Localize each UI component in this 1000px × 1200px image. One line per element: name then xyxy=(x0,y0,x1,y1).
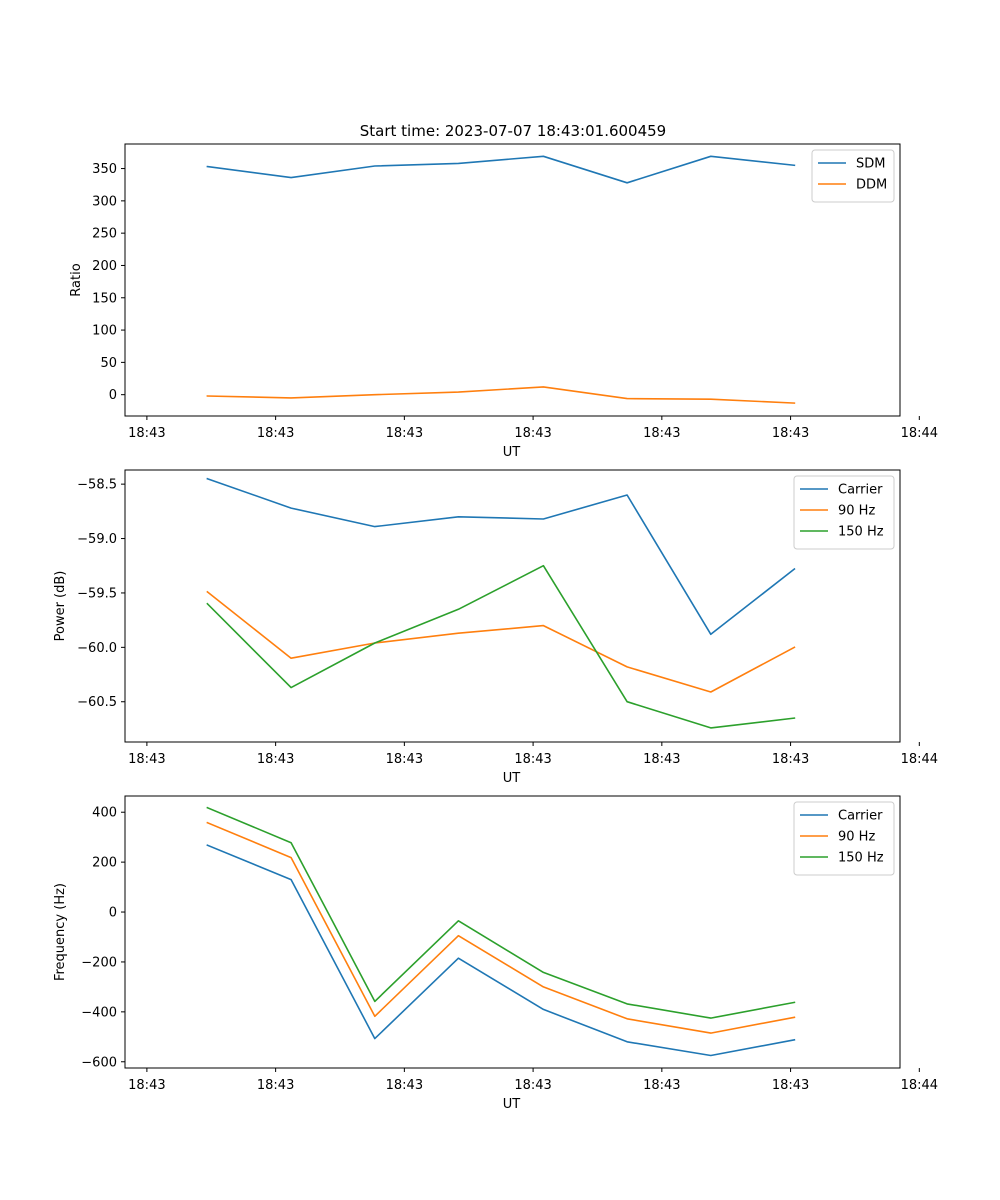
x-tick-label: 18:43 xyxy=(772,426,809,441)
x-tick-label: 18:43 xyxy=(772,752,809,767)
legend-label: 90 Hz xyxy=(838,504,875,519)
y-axis-label: Power (dB) xyxy=(53,571,68,642)
x-tick-label: 18:43 xyxy=(514,1078,551,1093)
legend-label: SDM xyxy=(856,157,885,172)
series-line-90-hz xyxy=(206,590,796,693)
y-tick-label: 0 xyxy=(109,906,117,921)
legend-label: 150 Hz xyxy=(838,525,884,540)
axes-frame xyxy=(124,795,901,1069)
y-tick-label: 400 xyxy=(92,806,117,821)
x-tick-label: 18:44 xyxy=(901,1078,938,1093)
x-axis-label: UT xyxy=(503,445,521,460)
legend-label: Carrier xyxy=(838,809,883,824)
legend-label: 150 Hz xyxy=(838,851,884,866)
chart-panel-1: 18:43 18:43 18:43 18:43 18:43 18:43 18:44 0 50 10… xyxy=(69,143,938,460)
chart-panel-2: 18:43 18:43 18:43 18:43 18:43 18:43 18:44 −60.5… xyxy=(53,469,938,786)
y-tick-label: 0 xyxy=(109,388,117,403)
x-tick-label: 18:43 xyxy=(514,752,551,767)
y-tick-label: −400 xyxy=(81,1005,117,1020)
x-tick-label: 18:43 xyxy=(128,752,165,767)
x-tick-label: 18:43 xyxy=(386,426,423,441)
legend: Carrier 90 Hz 150 Hz xyxy=(793,801,895,876)
series-line-150-hz xyxy=(206,806,796,1019)
x-tick-label: 18:43 xyxy=(514,426,551,441)
y-tick-label: 150 xyxy=(92,291,117,306)
series-line-ddm xyxy=(206,386,796,404)
y-tick-label: −59.0 xyxy=(77,532,117,547)
x-axis-label: UT xyxy=(503,1097,521,1112)
x-tick-label: 18:43 xyxy=(386,1078,423,1093)
legend-label: DDM xyxy=(856,178,887,193)
chart-title: Start time: 2023-07-07 18:43:01.600459 xyxy=(360,122,666,140)
series-line-150-hz xyxy=(206,564,796,729)
legend: Carrier 90 Hz 150 Hz xyxy=(793,475,895,550)
y-tick-label: −600 xyxy=(81,1055,117,1070)
x-tick-label: 18:43 xyxy=(128,1078,165,1093)
y-tick-label: 250 xyxy=(92,227,117,242)
y-tick-label: −60.5 xyxy=(77,695,117,710)
y-tick-label: −58.5 xyxy=(77,478,117,493)
x-tick-label: 18:43 xyxy=(257,426,294,441)
x-tick-label: 18:43 xyxy=(257,752,294,767)
series-line-carrier xyxy=(206,844,796,1057)
series-line-sdm xyxy=(206,155,796,184)
x-tick-label: 18:43 xyxy=(386,752,423,767)
y-axis-label: Frequency (Hz) xyxy=(53,883,68,981)
series-line-carrier xyxy=(206,477,796,636)
x-tick-label: 18:43 xyxy=(128,426,165,441)
chart-panels: 18:43 18:43 18:43 18:43 18:43 18:43 18:44 0 50 10… xyxy=(53,143,938,1112)
y-tick-label: −60.0 xyxy=(77,641,117,656)
legend-label: Carrier xyxy=(838,483,883,498)
x-tick-label: 18:43 xyxy=(772,1078,809,1093)
chart-panel-3: 18:43 18:43 18:43 18:43 18:43 18:43 18:44 −600 −… xyxy=(53,795,938,1112)
y-axis-label: Ratio xyxy=(69,263,84,296)
x-tick-label: 18:43 xyxy=(643,1078,680,1093)
y-tick-label: −59.5 xyxy=(77,586,117,601)
x-tick-label: 18:43 xyxy=(643,752,680,767)
y-tick-label: 300 xyxy=(92,194,117,209)
x-tick-label: 18:43 xyxy=(257,1078,294,1093)
x-axis-label: UT xyxy=(503,771,521,786)
y-tick-label: −200 xyxy=(81,955,117,970)
x-tick-label: 18:44 xyxy=(901,426,938,441)
y-tick-label: 200 xyxy=(92,259,117,274)
x-tick-label: 18:44 xyxy=(901,752,938,767)
legend: SDM DDM xyxy=(811,149,895,203)
axes-frame xyxy=(124,469,901,743)
axes-frame xyxy=(124,143,901,417)
y-tick-label: 350 xyxy=(92,162,117,177)
y-tick-label: 200 xyxy=(92,856,117,871)
series-line-90-hz xyxy=(206,821,796,1034)
y-tick-label: 50 xyxy=(100,356,117,371)
legend-label: 90 Hz xyxy=(838,830,875,845)
x-tick-label: 18:43 xyxy=(643,426,680,441)
y-tick-label: 100 xyxy=(92,324,117,339)
